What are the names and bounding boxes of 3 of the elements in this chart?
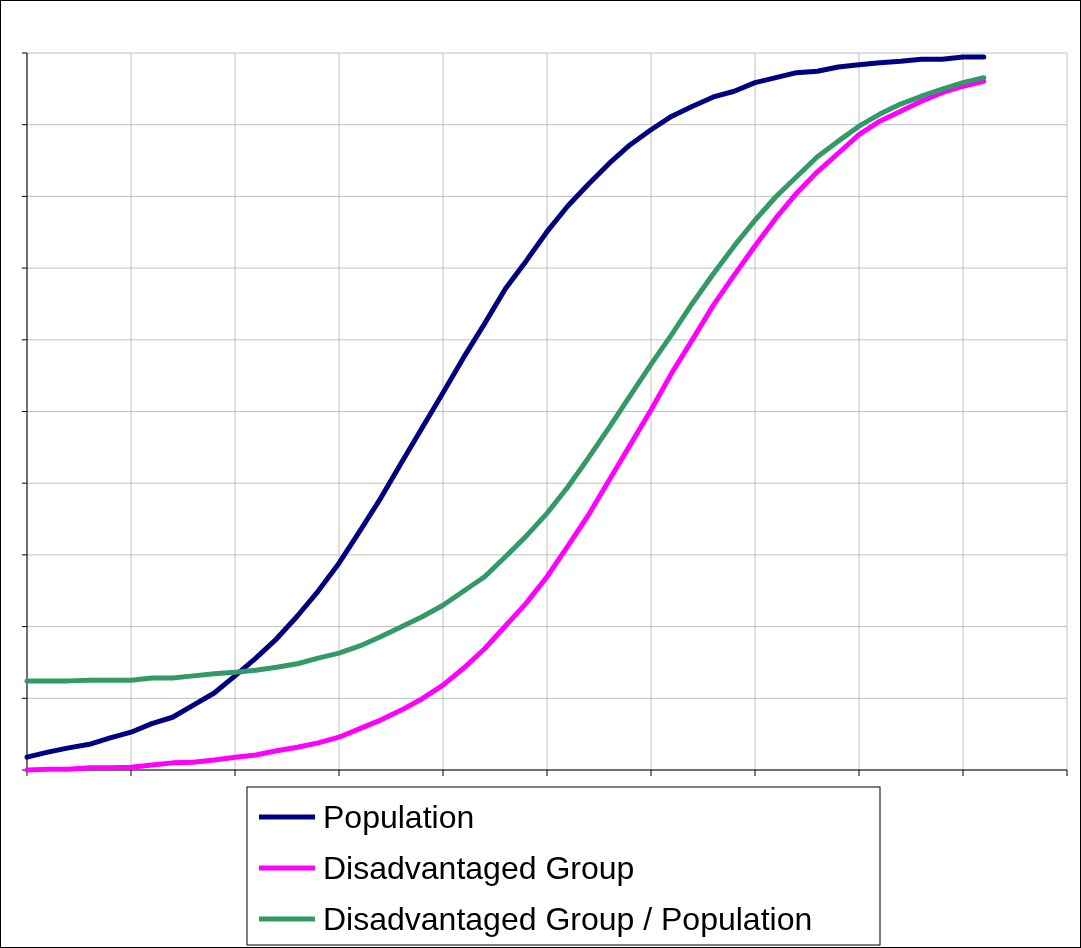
legend-label: Population	[323, 799, 475, 835]
legend-label: Disadvantaged Group	[323, 850, 635, 886]
legend-label: Disadvantaged Group / Population	[323, 901, 813, 937]
